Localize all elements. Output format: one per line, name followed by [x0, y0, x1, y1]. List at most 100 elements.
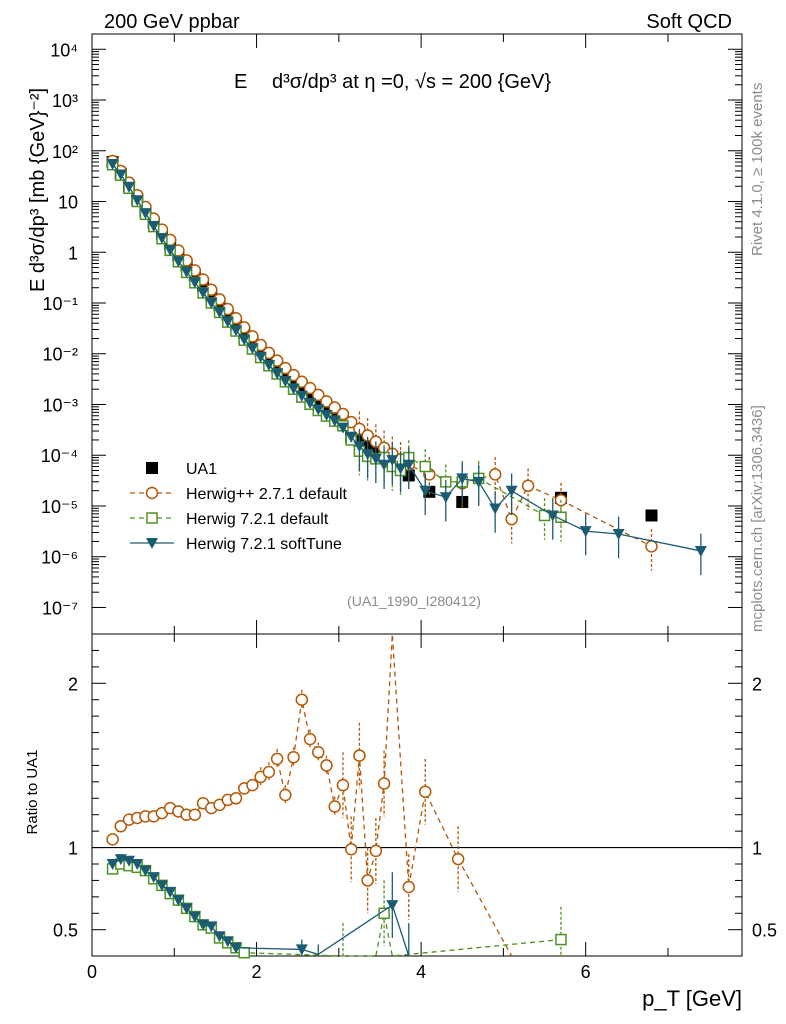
herwig-7-2-1-softtune-point: [205, 297, 218, 309]
herwig-7-2-1-softtune-point: [345, 431, 358, 443]
y-tick-label: 1: [68, 243, 78, 263]
y-tick-label: 10⁻⁶: [41, 548, 78, 568]
ratio-tick-label: 2: [68, 674, 78, 694]
herwig-2-7-1-default-ratio-point: [312, 746, 325, 759]
herwig-7-2-1-softtune-point: [114, 169, 127, 181]
herwig-7-2-1-softtune-point: [106, 158, 119, 170]
herwig-7-2-1-softtune-point: [172, 256, 185, 268]
y-tick-label: 10⁻⁷: [42, 598, 78, 618]
herwig-2-7-1-default-ratio-point: [353, 749, 366, 762]
herwig-7-2-1-softtune-point: [336, 422, 349, 434]
y-tick-label: 10⁻³: [42, 395, 78, 415]
herwig-2-7-1-default-ratio-point: [114, 819, 128, 833]
herwig-7-2-1-softtune-point: [287, 383, 300, 395]
herwig-2-7-1-default-ratio-point: [344, 842, 358, 856]
herwig-7-2-1-softtune-point: [386, 455, 399, 467]
header-right: Soft QCD: [646, 11, 732, 33]
x-tick-label: 0: [87, 962, 97, 982]
herwig-7-2-1-softtune-point: [320, 410, 333, 422]
herwig-2-7-1-default-ratio-point: [369, 844, 383, 858]
herwig-7-2-1-softtune-point: [147, 220, 160, 232]
herwig-7-2-1-softtune-ratio-point: [172, 895, 185, 907]
herwig-7-2-1-softtune-point: [262, 360, 275, 372]
herwig-7-2-1-softtune-point: [378, 459, 391, 471]
herwig-2-7-1-default-ratio-point: [451, 852, 465, 866]
herwig-7-2-1-softtune-point: [361, 449, 374, 461]
ratio-tick-label: 1: [68, 839, 78, 859]
herwig-7-2-1-softtune-point: [238, 334, 251, 346]
herwig-2-7-1-default-ratio-point: [287, 750, 300, 764]
mcplots-label: mcplots.cern.ch [arXiv:1306.3436]: [749, 405, 766, 632]
herwig-2-7-1-default-point: [645, 540, 658, 553]
herwig-2-7-1-default-ratio-point: [188, 808, 202, 821]
herwig-7-2-1-softtune-point: [197, 287, 210, 299]
rivet-label: Rivet 4.1.0, ≥ 100k events: [749, 83, 766, 256]
herwig-7-2-1-softtune-point: [472, 476, 485, 488]
herwig-7-2-1-softtune-point: [295, 390, 308, 402]
herwig-7-2-1-softtune-ratio-point: [164, 886, 177, 898]
herwig-2-7-1-default-ratio-point: [229, 792, 243, 805]
herwig-2-7-1-default-point: [488, 468, 502, 481]
x-axis-label: p_T [GeV]: [642, 986, 742, 1011]
y-tick-label: 10⁻¹: [42, 294, 78, 314]
herwig-7-2-1-default-legend-marker: [146, 512, 158, 524]
herwig-7-2-1-softtune-legend-marker: [146, 538, 158, 549]
ua1-legend-label: UA1: [186, 461, 217, 478]
herwig-7-2-1-softtune-point: [546, 510, 559, 522]
herwig-7-2-1-softtune-ratio-point: [139, 865, 152, 877]
herwig-2-7-1-default-ratio-point: [246, 778, 259, 792]
herwig-2-7-1-default-ratio-point: [377, 777, 391, 790]
herwig-2-7-1-default-ratio-point: [328, 800, 341, 813]
herwig-7-2-1-softtune-ratio-point: [147, 872, 160, 884]
herwig-7-2-1-softtune-point: [579, 526, 592, 538]
herwig-7-2-1-softtune-point: [312, 404, 325, 416]
herwig-7-2-1-softtune-ratio-point: [221, 936, 234, 948]
y-tick-label: 10⁻²: [42, 345, 78, 365]
main-series: [106, 154, 707, 576]
ua1-point: [645, 509, 658, 522]
herwig-7-2-1-softtune-point: [439, 492, 452, 504]
herwig-7-2-1-softtune-point: [489, 503, 502, 515]
herwig-7-2-1-softtune-ratio-point: [106, 859, 119, 870]
ratio-axis-label: Ratio to UA1: [24, 749, 41, 834]
herwig-7-2-1-softtune-ratio-point: [188, 911, 201, 923]
y-tick-label: 10³: [52, 91, 78, 111]
ratio-tick-label: 2: [752, 674, 762, 694]
herwig-7-2-1-softtune-point: [402, 459, 415, 471]
herwig-7-2-1-softtune-point: [456, 473, 469, 485]
herwig-2-7-1-default-ratio-point: [295, 693, 309, 706]
x-tick-label: 2: [252, 962, 262, 982]
herwig-2-7-1-default-ratio-point: [279, 788, 292, 802]
herwig-7-2-1-softtune-point: [369, 453, 382, 465]
herwig-7-2-1-softtune-point: [254, 351, 267, 363]
herwig-7-2-1-softtune-point: [612, 529, 625, 541]
herwig-7-2-1-softtune-point: [694, 545, 707, 557]
herwig-7-2-1-softtune-point: [221, 316, 234, 328]
ratio-tick-label: 0.5: [752, 921, 777, 941]
analysis-tag: (UA1_1990_I280412): [347, 593, 481, 609]
herwig-2-7-1-default-legend-label: Herwig++ 2.7.1 default: [186, 486, 348, 503]
herwig-7-2-1-softtune-point: [271, 368, 284, 380]
herwig-2-7-1-default-point: [320, 395, 333, 408]
herwig-7-2-1-default-legend-label: Herwig 7.2.1 default: [186, 511, 329, 528]
herwig-7-2-1-softtune-ratio-point: [155, 880, 168, 892]
herwig-7-2-1-softtune-point: [229, 325, 242, 337]
herwig-7-2-1-default-ratio-point: [555, 933, 567, 946]
herwig-2-7-1-default-ratio-point: [303, 732, 317, 746]
ratio-series: [106, 633, 567, 959]
herwig-2-7-1-default-ratio-line: [112, 633, 513, 957]
herwig-7-2-1-softtune-point: [188, 277, 201, 289]
herwig-7-2-1-softtune-ratio-point: [386, 900, 399, 912]
herwig-2-7-1-default-ratio-point: [320, 759, 333, 772]
ratio-tick-label: 1: [752, 839, 762, 859]
axes: 0 2 4 6 10⁴ 10³ 10² 10 1 10⁻¹ 10⁻² 10⁻³ 10⁻⁴ 10⁻⁵ 10⁻⁶…: [41, 33, 777, 982]
herwig-7-2-1-softtune-ratio-point: [205, 921, 218, 933]
herwig-7-2-1-softtune-point: [505, 485, 518, 497]
herwig-2-7-1-default-ratio-point: [402, 880, 416, 894]
herwig-7-2-1-softtune-ratio-point: [213, 931, 226, 943]
ratio-frame: [91, 633, 743, 957]
herwig-7-2-1-default-line: [112, 164, 562, 518]
plot-title-e: E: [234, 71, 247, 93]
herwig-2-7-1-default-point: [505, 512, 518, 526]
